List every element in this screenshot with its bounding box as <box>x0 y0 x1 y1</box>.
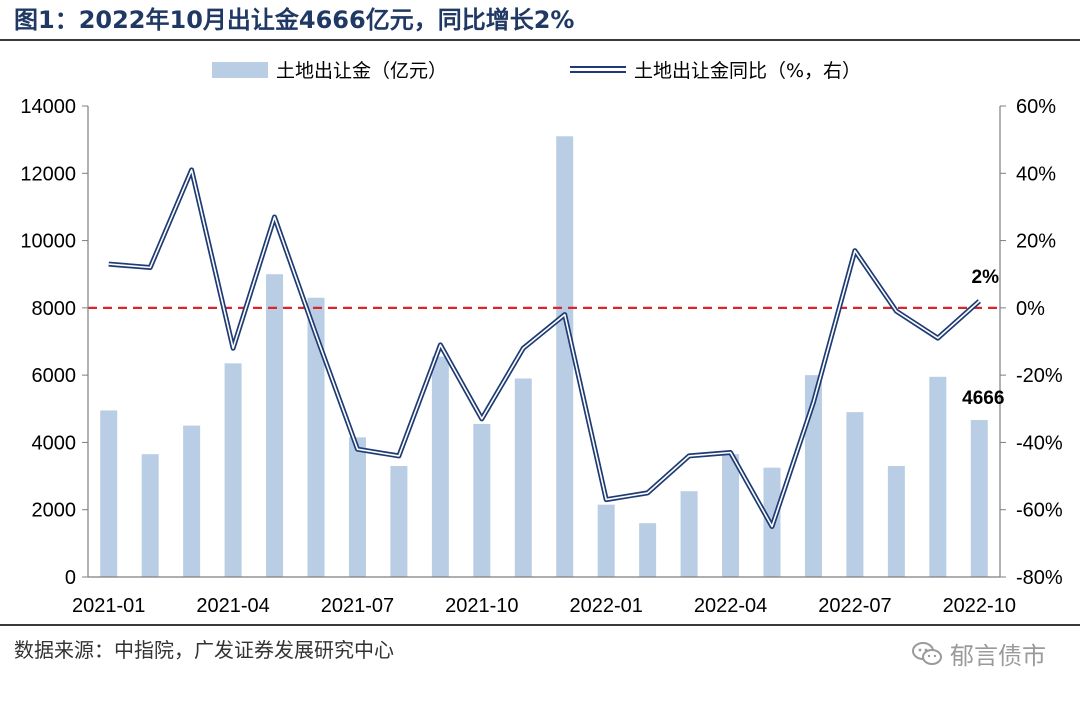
y-left-tick-label: 0 <box>65 567 76 589</box>
x-tick-label: 2021-07 <box>321 595 394 617</box>
bar-2021-01 <box>100 410 118 577</box>
y-left-tick-label: 12000 <box>20 163 76 185</box>
chart-plot: 0 2000 4000 6000 8000 10000 12000 14000 -80% -60%… <box>20 96 1063 617</box>
y-left-tick-label: 14000 <box>20 96 76 118</box>
bar-2021-09 <box>431 356 449 577</box>
bar-2021-08 <box>390 465 408 577</box>
x-tick-label: 2022-04 <box>694 595 767 617</box>
figure-title: 图1：2022年10月出让金4666亿元，同比增长2% <box>14 6 575 34</box>
bar-2022-09 <box>929 376 947 577</box>
y-left-tick-label: 8000 <box>32 298 77 320</box>
bar-2021-06 <box>307 297 325 577</box>
y-right-tick-label: 0% <box>1016 298 1045 320</box>
watermark-text: 郁言债市 <box>950 642 1046 670</box>
title-divider <box>0 39 1080 41</box>
x-tick-label: 2022-10 <box>943 595 1016 617</box>
y-left-tick-label: 10000 <box>20 231 76 253</box>
y-right-tick-label: -60% <box>1016 500 1063 522</box>
legend-item-bar: 土地出让金（亿元） <box>212 56 447 83</box>
bar-2022-08 <box>887 465 905 577</box>
yoy-line-inner <box>108 169 980 528</box>
bar-2021-10 <box>473 423 491 577</box>
y-right-tick-label: -40% <box>1016 432 1063 454</box>
bar-value-label: 4666 <box>962 388 1004 409</box>
bar-2022-07 <box>846 412 864 577</box>
y-right-tick-label: 20% <box>1016 231 1056 253</box>
bar-2022-01 <box>597 504 615 577</box>
y-left-tick-label: 4000 <box>32 432 77 454</box>
legend-line-swatch <box>570 66 626 73</box>
chart-legend: 土地出让金（亿元） 土地出让金同比（%，右） <box>0 56 1080 86</box>
y-left-tick-label: 2000 <box>32 500 77 522</box>
legend-line-label: 土地出让金同比（%，右） <box>634 60 862 82</box>
bar-2021-07 <box>348 437 366 577</box>
y-right-tick-label: 60% <box>1016 96 1056 118</box>
bar-2021-12 <box>556 136 574 577</box>
y-right-tick-label: -20% <box>1016 365 1063 387</box>
bar-2021-04 <box>224 363 242 577</box>
x-tick-label: 2021-01 <box>72 595 145 617</box>
wechat-icon <box>912 641 942 665</box>
y-right-tick-label: -80% <box>1016 567 1063 589</box>
y-right-tick-label: 40% <box>1016 163 1056 185</box>
watermark: 郁言债市 <box>912 636 1046 671</box>
bar-2021-03 <box>183 425 201 577</box>
bar-2022-10 <box>970 420 988 577</box>
bar-2021-11 <box>514 378 532 577</box>
legend-item-line: 土地出让金同比（%，右） <box>570 56 861 83</box>
bar-2022-03 <box>680 491 698 577</box>
data-source: 数据来源：中指院，广发证券发展研究中心 <box>14 638 394 662</box>
bar-2021-02 <box>141 454 159 577</box>
bar-2021-05 <box>266 274 284 577</box>
x-tick-label: 2022-01 <box>569 595 642 617</box>
line-value-label: 2% <box>972 267 1000 288</box>
x-tick-label: 2021-04 <box>196 595 269 617</box>
legend-bar-label: 土地出让金（亿元） <box>276 60 448 82</box>
legend-bar-swatch <box>212 61 268 78</box>
bar-2022-04 <box>722 454 740 577</box>
y-left-tick-label: 6000 <box>32 365 77 387</box>
bar-2022-06 <box>804 375 822 577</box>
x-tick-label: 2021-10 <box>445 595 518 617</box>
x-tick-label: 2022-07 <box>818 595 891 617</box>
source-divider <box>0 624 1080 626</box>
bar-2022-02 <box>639 523 657 577</box>
